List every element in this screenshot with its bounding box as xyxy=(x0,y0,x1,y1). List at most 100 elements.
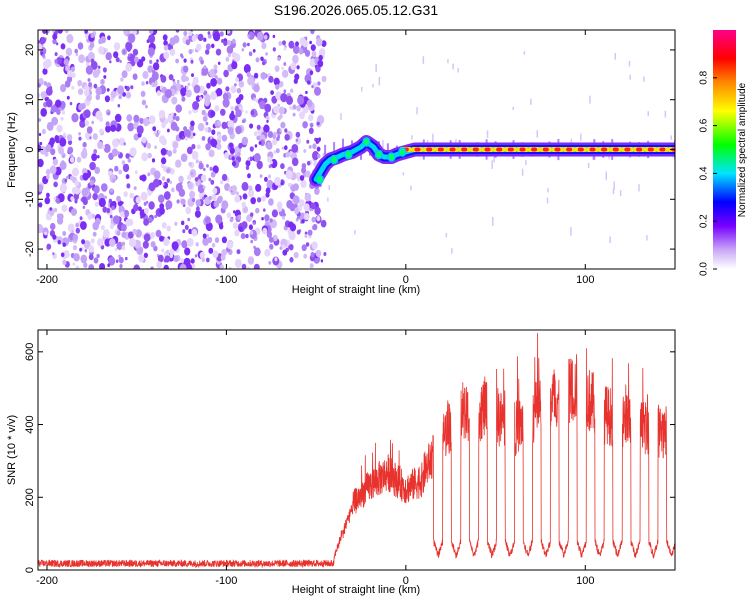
noise-point xyxy=(104,95,110,103)
noise-point xyxy=(96,253,100,259)
noise-point xyxy=(170,121,178,131)
noise-point xyxy=(99,263,106,269)
noise-point xyxy=(156,261,162,269)
noise-point xyxy=(255,98,259,103)
noise-point xyxy=(241,221,248,230)
noise-point xyxy=(254,144,258,148)
noise-point xyxy=(66,134,73,141)
snr-x-tick-label: -200 xyxy=(36,575,58,587)
sparse-point xyxy=(647,111,649,117)
noise-point xyxy=(83,109,91,118)
noise-point xyxy=(278,106,285,115)
noise-point xyxy=(302,40,309,48)
noise-point xyxy=(266,141,273,150)
noise-point xyxy=(49,217,52,221)
noise-point xyxy=(268,75,274,83)
noise-point xyxy=(88,264,94,269)
noise-point xyxy=(233,53,241,62)
noise-point xyxy=(84,120,90,126)
sparse-point xyxy=(629,74,631,80)
track-core-peak xyxy=(566,147,573,152)
track-core-peak xyxy=(647,147,654,152)
noise-point xyxy=(184,224,189,230)
noise-point xyxy=(279,129,283,133)
noise-point xyxy=(155,229,162,238)
noise-point xyxy=(145,104,148,109)
noise-point xyxy=(147,172,151,177)
noise-point xyxy=(95,110,103,120)
snr-y-tick-label: 0 xyxy=(24,567,36,573)
noise-point xyxy=(79,119,86,128)
noise-point xyxy=(74,48,78,54)
noise-point xyxy=(195,159,199,164)
spectrogram-plot-area xyxy=(38,30,675,269)
noise-point xyxy=(90,58,95,64)
noise-point xyxy=(185,89,192,98)
noise-point xyxy=(241,48,245,52)
noise-point xyxy=(289,151,293,155)
noise-point xyxy=(268,198,274,206)
sparse-point xyxy=(580,133,582,141)
noise-point xyxy=(63,132,67,137)
noise-point xyxy=(100,225,105,231)
noise-point xyxy=(183,30,188,36)
noise-point xyxy=(303,149,307,153)
noise-point xyxy=(306,160,311,166)
noise-point xyxy=(175,104,182,113)
noise-point xyxy=(178,175,184,183)
noise-point xyxy=(152,62,160,71)
noise-point xyxy=(116,241,123,250)
noise-point xyxy=(60,84,67,93)
noise-point xyxy=(74,199,78,204)
sparse-point xyxy=(375,63,377,72)
noise-point xyxy=(252,49,256,53)
noise-point xyxy=(200,174,207,182)
noise-point xyxy=(80,221,87,230)
noise-point xyxy=(80,150,88,159)
sparse-point xyxy=(570,138,573,144)
noise-point xyxy=(226,45,234,54)
noise-point xyxy=(62,231,67,236)
noise-point xyxy=(81,239,86,245)
noise-point xyxy=(197,122,205,132)
noise-point xyxy=(321,75,327,83)
noise-point xyxy=(274,257,278,262)
noise-point xyxy=(118,169,123,175)
snr-y-tick-label: 200 xyxy=(24,488,36,506)
noise-point xyxy=(147,47,155,57)
noise-point xyxy=(194,177,199,182)
noise-point xyxy=(125,63,133,72)
noise-point xyxy=(163,264,169,269)
snr-x-label: Height of straight line (km) xyxy=(292,584,420,596)
track-core-peak xyxy=(519,147,526,152)
noise-point xyxy=(78,54,85,64)
noise-point xyxy=(141,99,147,106)
noise-point xyxy=(310,30,315,35)
noise-point xyxy=(50,105,57,113)
noise-point xyxy=(317,153,321,159)
sparse-point xyxy=(452,63,454,70)
sparse-point xyxy=(402,172,405,176)
noise-point xyxy=(246,71,251,78)
noise-point xyxy=(160,75,167,83)
noise-point xyxy=(94,201,99,207)
track-blob xyxy=(387,152,396,162)
noise-point xyxy=(130,59,136,67)
noise-point xyxy=(163,40,168,46)
noise-point xyxy=(275,148,280,154)
noise-point xyxy=(317,59,324,68)
noise-point xyxy=(71,229,75,234)
noise-point xyxy=(235,109,242,118)
noise-point xyxy=(231,38,236,44)
noise-point xyxy=(192,101,200,110)
sparse-point xyxy=(486,130,489,138)
noise-point xyxy=(157,254,164,263)
noise-point xyxy=(49,222,56,231)
noise-point xyxy=(257,31,264,41)
noise-point xyxy=(150,232,155,239)
noise-point xyxy=(175,159,182,168)
noise-point xyxy=(110,124,116,132)
sparse-point xyxy=(530,98,532,105)
noise-point xyxy=(304,192,312,202)
